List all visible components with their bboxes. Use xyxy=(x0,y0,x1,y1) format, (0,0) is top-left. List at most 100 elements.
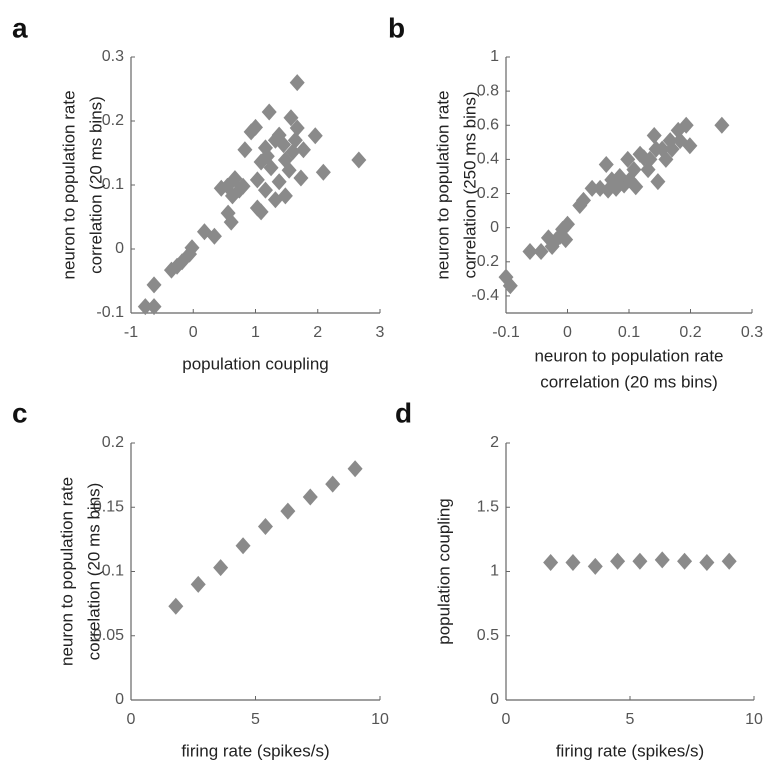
point xyxy=(263,159,279,177)
point xyxy=(584,179,600,197)
point xyxy=(307,127,323,145)
point xyxy=(642,150,658,168)
point xyxy=(287,131,303,149)
y-tick-label: 0 xyxy=(490,691,499,708)
point xyxy=(168,597,184,615)
point xyxy=(543,554,559,572)
point xyxy=(315,163,331,181)
x-tick-label: 0 xyxy=(127,711,136,728)
point xyxy=(283,109,299,127)
y-tick-label: 1 xyxy=(490,48,499,65)
y-axis-label: neuron to population rate xyxy=(59,90,78,279)
point xyxy=(271,173,287,191)
point xyxy=(522,243,538,261)
point xyxy=(174,253,190,271)
point xyxy=(289,119,305,137)
point xyxy=(654,551,670,569)
point xyxy=(682,137,698,155)
x-tick-label: 1 xyxy=(251,324,260,341)
y-tick-label: 0.15 xyxy=(93,498,124,515)
panel-label: c xyxy=(12,397,28,428)
point xyxy=(565,554,581,572)
panel-label: d xyxy=(395,397,412,428)
x-tick-label: -1 xyxy=(124,324,138,341)
panel: d 0 0.5 1 1.5 2 0 5 10 firing rate (spikes/s) popu… xyxy=(395,397,763,760)
point xyxy=(295,141,311,159)
point xyxy=(277,187,293,205)
x-tick-label: 3 xyxy=(376,324,385,341)
y-tick-label: 1 xyxy=(490,563,499,580)
point xyxy=(664,140,680,158)
x-tick-label: 0.3 xyxy=(741,324,763,341)
y-tick-label: 0 xyxy=(115,691,124,708)
x-tick-label: 5 xyxy=(251,711,260,728)
point xyxy=(257,518,273,536)
x-tick-label: 2 xyxy=(313,324,322,341)
point xyxy=(325,475,341,493)
point xyxy=(632,552,648,570)
point xyxy=(558,231,574,249)
y-axis-label: correlation (250 ms bins) xyxy=(460,91,479,278)
point xyxy=(285,143,301,161)
point xyxy=(628,178,644,196)
point xyxy=(626,161,642,179)
y-tick-label: 0.5 xyxy=(477,627,499,644)
point xyxy=(280,502,296,520)
y-axis-label: neuron to population rate xyxy=(57,477,76,666)
point xyxy=(533,243,549,261)
point xyxy=(237,141,253,159)
point xyxy=(257,181,273,199)
y-tick-label: 0.1 xyxy=(102,563,124,580)
y-tick-label: 0.05 xyxy=(93,627,124,644)
point xyxy=(190,575,206,593)
x-tick-label: 5 xyxy=(626,711,635,728)
point xyxy=(206,227,222,245)
point xyxy=(146,298,162,316)
y-axis-label: correlation (20 ms bins) xyxy=(86,96,105,274)
x-tick-label: 10 xyxy=(371,711,389,728)
panel-label: b xyxy=(388,12,405,43)
point xyxy=(276,136,292,154)
y-tick-label: 0.1 xyxy=(102,176,124,193)
point xyxy=(650,173,666,191)
y-tick-label: 0.2 xyxy=(477,185,499,202)
y-axis-label: neuron to population rate xyxy=(433,90,452,279)
point xyxy=(678,116,694,134)
point xyxy=(714,116,730,134)
point xyxy=(235,537,251,555)
panel-label: a xyxy=(12,12,28,43)
y-tick-label: 2 xyxy=(490,434,499,451)
y-tick-label: -0.4 xyxy=(471,287,499,304)
y-tick-label: 1.5 xyxy=(477,498,499,515)
y-tick-label: 0.4 xyxy=(477,151,499,168)
point xyxy=(721,552,737,570)
panel: c 0 0.05 0.1 0.15 0.2 0 5 10 firing rate (spikes/… xyxy=(12,397,389,760)
y-tick-label: -0.1 xyxy=(96,304,124,321)
point xyxy=(502,277,518,295)
point xyxy=(137,298,153,316)
point xyxy=(351,151,367,169)
y-tick-label: 0.2 xyxy=(102,434,124,451)
x-tick-label: -0.1 xyxy=(492,324,520,341)
point xyxy=(302,488,318,506)
point xyxy=(281,161,297,179)
point xyxy=(610,552,626,570)
x-tick-label: 0.1 xyxy=(618,324,640,341)
point xyxy=(646,127,662,145)
point xyxy=(347,460,363,478)
y-tick-label: 0 xyxy=(115,240,124,257)
point xyxy=(575,191,591,209)
panel: b -0.4 -0.2 0 0.2 0.4 0.6 0.8 1 -0.1 0 0.1 0.2 0.3 neu… xyxy=(388,12,763,391)
point xyxy=(184,239,200,257)
point xyxy=(293,169,309,187)
point xyxy=(587,557,603,575)
x-tick-label: 10 xyxy=(745,711,763,728)
y-axis-label: correlation (20 ms bins) xyxy=(84,483,103,661)
x-tick-label: 0 xyxy=(189,324,198,341)
y-tick-label: 0.3 xyxy=(102,48,124,65)
point xyxy=(289,74,305,92)
x-axis-label: firing rate (spikes/s) xyxy=(181,741,329,760)
x-axis-label: firing rate (spikes/s) xyxy=(556,741,704,760)
x-axis-label: neuron to population rate xyxy=(534,346,723,365)
